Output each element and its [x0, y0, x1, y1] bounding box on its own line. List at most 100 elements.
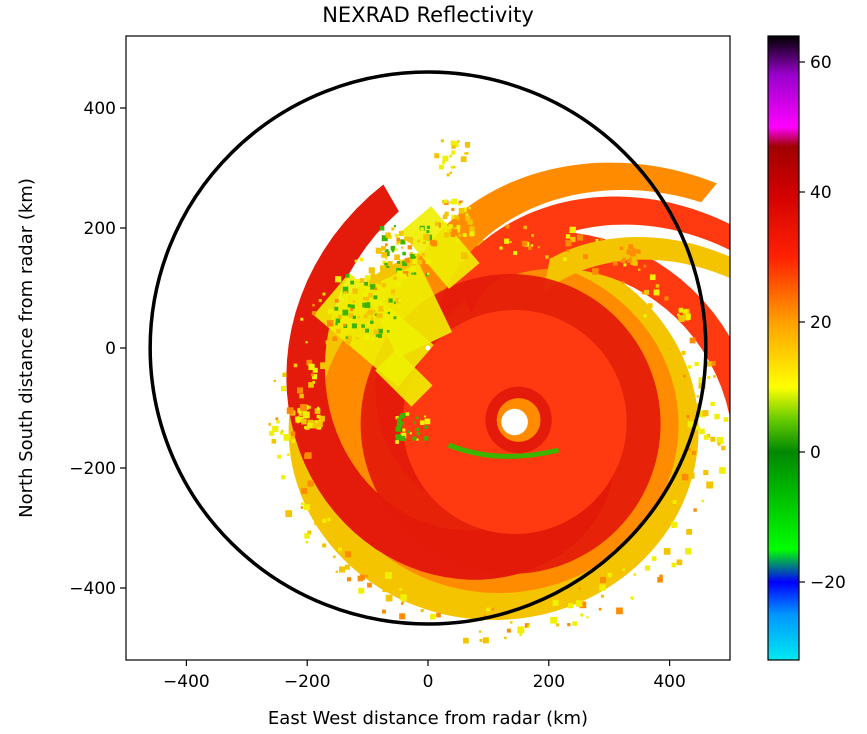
- echo-speckle: [424, 425, 427, 428]
- edge-speckle: [579, 588, 581, 590]
- echo-speckle: [443, 214, 448, 219]
- edge-speckle: [369, 267, 375, 273]
- x-axis-ticks: −400 −200 0 200 400: [163, 660, 686, 692]
- echo-speckle: [365, 329, 369, 333]
- x-axis-label: East West distance from radar (km): [268, 708, 588, 729]
- echo-speckle: [370, 321, 373, 324]
- edge-speckle: [269, 431, 274, 436]
- edge-speckle: [297, 387, 303, 393]
- edge-speckle: [504, 637, 506, 639]
- echo-speckle: [391, 289, 395, 293]
- echo-speckle: [452, 219, 456, 223]
- edge-speckle: [633, 573, 636, 576]
- echo-speckle: [461, 228, 464, 231]
- plot-area: −400 −200 0 200 400 4002000−200−400: [69, 36, 851, 692]
- edge-speckle: [287, 453, 290, 456]
- edge-speckle: [622, 281, 625, 284]
- edge-speckle: [323, 293, 326, 296]
- edge-speckle: [463, 638, 469, 644]
- radar-site-marker: [426, 346, 431, 351]
- edge-speckle: [663, 340, 667, 344]
- echo-speckle: [405, 228, 407, 230]
- edge-speckle: [314, 521, 318, 525]
- edge-speckle: [631, 598, 633, 600]
- echo-speckle: [445, 230, 447, 232]
- echo-speckle: [411, 273, 413, 275]
- edge-speckle: [619, 573, 623, 577]
- edge-speckle: [301, 502, 304, 505]
- echo-speckle: [368, 310, 374, 316]
- edge-speckle: [510, 621, 512, 623]
- edge-speckle: [312, 311, 316, 315]
- edge-speckle: [600, 238, 602, 240]
- edge-speckle: [399, 613, 405, 619]
- edge-speckle: [479, 630, 481, 632]
- x-tick-label: 200: [533, 672, 565, 692]
- edge-speckle: [401, 602, 403, 604]
- edge-speckle: [291, 431, 296, 436]
- x-tick-label: 0: [423, 672, 434, 692]
- echo-speckle: [336, 329, 341, 334]
- edge-speckle: [304, 426, 307, 429]
- edge-speckle: [327, 320, 334, 327]
- edge-speckle: [599, 608, 602, 611]
- edge-speckle: [381, 252, 387, 258]
- chart-title: NEXRAD Reflectivity: [322, 3, 534, 27]
- edge-speckle: [308, 382, 314, 388]
- echo-speckle: [418, 260, 423, 265]
- edge-speckle: [326, 340, 330, 344]
- edge-speckle: [519, 633, 522, 636]
- echo-speckle: [398, 299, 401, 302]
- edge-speckle: [688, 473, 694, 479]
- edge-speckle: [673, 500, 677, 504]
- edge-speckle: [528, 246, 532, 250]
- echo-speckle: [392, 250, 394, 252]
- echo-speckle: [307, 423, 313, 429]
- echo-speckle: [399, 231, 404, 236]
- echo-speckle: [424, 415, 426, 417]
- edge-speckle: [347, 577, 351, 581]
- echo-speckle: [371, 337, 374, 340]
- edge-speckle: [710, 402, 714, 406]
- edge-speckle: [300, 404, 307, 411]
- echo-speckle: [457, 225, 461, 229]
- edge-speckle: [281, 475, 285, 479]
- edge-speckle: [576, 600, 583, 607]
- echo-speckle: [317, 421, 323, 427]
- echo-speckle: [390, 327, 393, 330]
- x-tick-label: 400: [653, 672, 685, 692]
- edge-speckle: [281, 430, 283, 432]
- edge-speckle: [355, 260, 358, 263]
- edge-speckle: [272, 439, 277, 444]
- echo-speckle: [412, 259, 417, 264]
- edge-speckle: [688, 365, 691, 368]
- echo-speckle: [371, 302, 373, 304]
- edge-speckle: [638, 269, 640, 271]
- edge-speckle: [456, 239, 459, 242]
- edge-speckle: [699, 429, 705, 435]
- echo-speckle: [400, 413, 405, 418]
- edge-speckle: [362, 291, 368, 297]
- edge-speckle: [550, 617, 557, 624]
- edge-speckle: [376, 248, 382, 254]
- edge-speckle: [333, 556, 336, 559]
- edge-speckle: [382, 610, 386, 614]
- edge-speckle: [268, 423, 271, 426]
- echo-speckle: [352, 323, 357, 328]
- edge-speckle: [692, 451, 696, 455]
- edge-speckle: [703, 470, 708, 475]
- y-tick-label: −400: [69, 579, 116, 599]
- echo-speckle: [394, 225, 396, 227]
- edge-speckle: [682, 351, 686, 355]
- echo-speckle: [427, 273, 429, 275]
- edge-speckle: [595, 244, 597, 246]
- edge-speckle: [299, 394, 303, 398]
- y-axis-ticks: 4002000−200−400: [69, 99, 126, 599]
- edge-speckle: [714, 414, 719, 419]
- edge-speckle: [328, 309, 333, 314]
- echo-speckle: [385, 232, 390, 237]
- echo-speckle: [396, 249, 398, 251]
- edge-speckle: [322, 543, 326, 547]
- edge-speckle: [577, 235, 583, 241]
- edge-speckle: [690, 338, 696, 344]
